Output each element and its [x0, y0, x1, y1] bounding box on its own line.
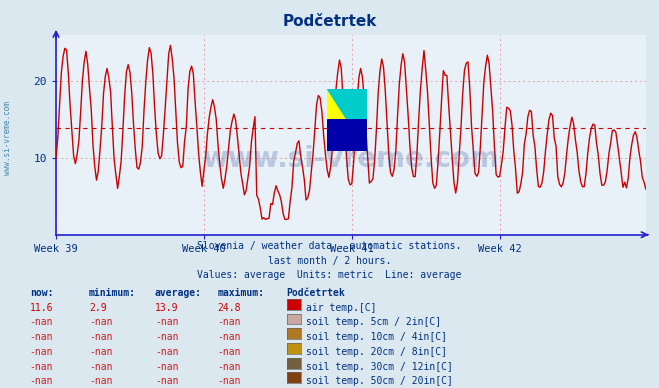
Text: 24.8: 24.8 — [217, 303, 241, 313]
Text: -nan: -nan — [155, 362, 179, 372]
Text: www.si-vreme.com: www.si-vreme.com — [202, 145, 500, 173]
Text: -nan: -nan — [89, 332, 113, 342]
Text: -nan: -nan — [30, 376, 53, 386]
Text: Values: average  Units: metric  Line: average: Values: average Units: metric Line: aver… — [197, 270, 462, 280]
Text: -nan: -nan — [155, 376, 179, 386]
Text: soil temp. 5cm / 2in[C]: soil temp. 5cm / 2in[C] — [306, 317, 442, 327]
Text: Podčetrtek: Podčetrtek — [282, 14, 377, 29]
Text: soil temp. 30cm / 12in[C]: soil temp. 30cm / 12in[C] — [306, 362, 453, 372]
Text: -nan: -nan — [217, 317, 241, 327]
Text: soil temp. 50cm / 20in[C]: soil temp. 50cm / 20in[C] — [306, 376, 453, 386]
Text: -nan: -nan — [89, 376, 113, 386]
Text: 13.9: 13.9 — [155, 303, 179, 313]
Text: 2.9: 2.9 — [89, 303, 107, 313]
Polygon shape — [328, 120, 367, 151]
Text: air temp.[C]: air temp.[C] — [306, 303, 377, 313]
Text: average:: average: — [155, 288, 202, 298]
Text: -nan: -nan — [217, 347, 241, 357]
Text: -nan: -nan — [30, 332, 53, 342]
Text: -nan: -nan — [155, 332, 179, 342]
Text: Slovenia / weather data - automatic stations.: Slovenia / weather data - automatic stat… — [197, 241, 462, 251]
Text: -nan: -nan — [89, 317, 113, 327]
Polygon shape — [328, 120, 367, 151]
Text: -nan: -nan — [155, 347, 179, 357]
Text: -nan: -nan — [30, 317, 53, 327]
Text: soil temp. 10cm / 4in[C]: soil temp. 10cm / 4in[C] — [306, 332, 447, 342]
Text: last month / 2 hours.: last month / 2 hours. — [268, 256, 391, 266]
Text: 11.6: 11.6 — [30, 303, 53, 313]
Text: -nan: -nan — [155, 317, 179, 327]
Text: soil temp. 20cm / 8in[C]: soil temp. 20cm / 8in[C] — [306, 347, 447, 357]
Text: minimum:: minimum: — [89, 288, 136, 298]
Polygon shape — [328, 89, 367, 151]
Text: maximum:: maximum: — [217, 288, 264, 298]
Text: -nan: -nan — [217, 376, 241, 386]
Text: -nan: -nan — [217, 362, 241, 372]
Text: -nan: -nan — [30, 347, 53, 357]
Polygon shape — [328, 120, 367, 151]
Text: Podčetrtek: Podčetrtek — [287, 288, 345, 298]
Text: -nan: -nan — [89, 347, 113, 357]
Text: -nan: -nan — [30, 362, 53, 372]
Text: now:: now: — [30, 288, 53, 298]
Text: www.si-vreme.com: www.si-vreme.com — [3, 101, 13, 175]
Text: -nan: -nan — [89, 362, 113, 372]
Text: -nan: -nan — [217, 332, 241, 342]
Polygon shape — [328, 89, 367, 151]
